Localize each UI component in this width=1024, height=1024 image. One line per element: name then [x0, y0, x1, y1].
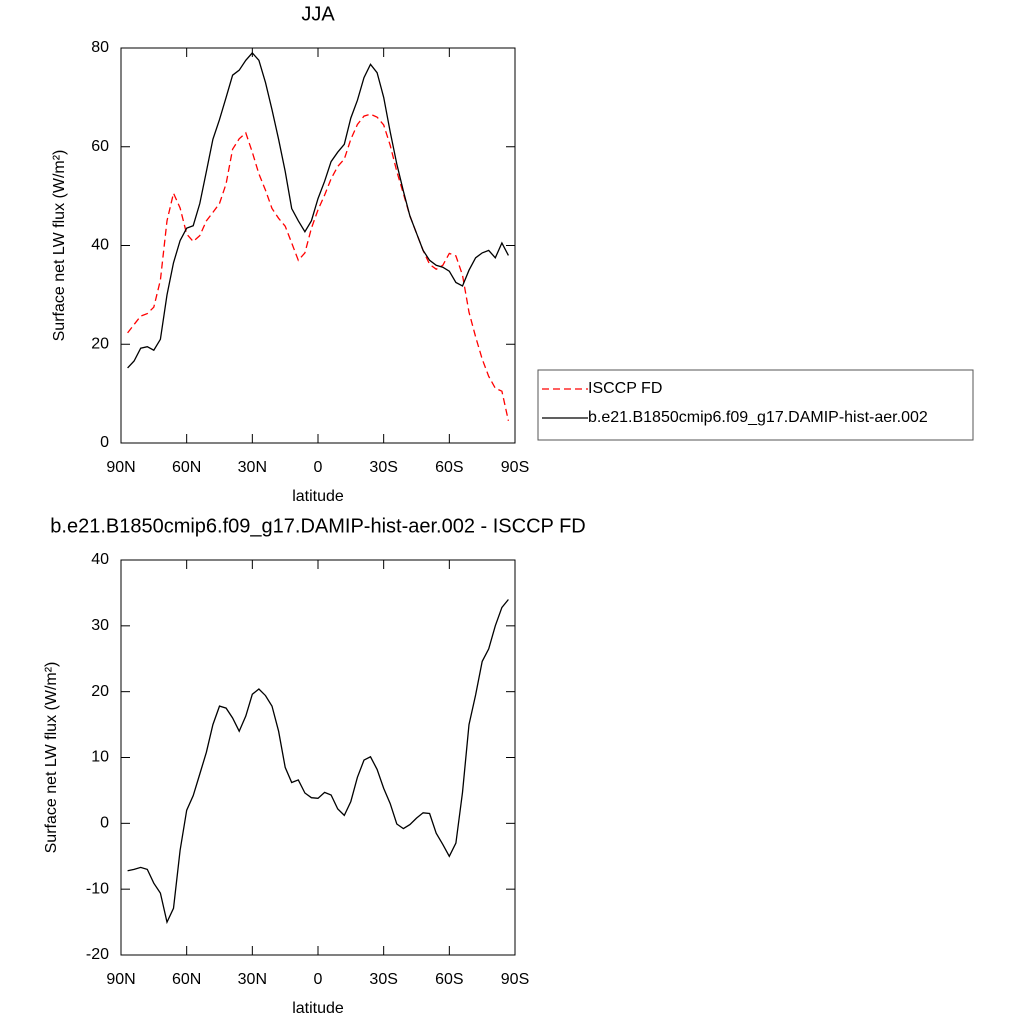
x-tick-label: 90S: [501, 971, 529, 988]
x-tick-label: 60S: [435, 971, 463, 988]
y-tick-label: 40: [91, 551, 109, 568]
x-tick-label: 30N: [238, 459, 267, 476]
y-tick-label: 20: [91, 683, 109, 700]
x-tick-label: 30S: [369, 971, 397, 988]
legend-label: ISCCP FD: [588, 380, 662, 397]
x-tick-label: 90N: [106, 459, 135, 476]
x-tick-label: 30N: [238, 971, 267, 988]
y-tick-label: 20: [91, 335, 109, 352]
series-line: [127, 51, 509, 369]
x-tick-label: 60S: [435, 459, 463, 476]
x-tick-label: 60N: [172, 459, 201, 476]
y-tick-label: 0: [100, 815, 109, 832]
legend-label: b.e21.B1850cmip6.f09_g17.DAMIP-hist-aer.…: [588, 409, 928, 426]
series-line: [127, 113, 510, 421]
plot-frame: [120, 559, 516, 956]
y-tick-label: -20: [86, 946, 109, 963]
x-axis-label: latitude: [292, 1000, 344, 1017]
y-tick-label: 80: [91, 39, 109, 56]
y-tick-label: 30: [91, 617, 109, 634]
y-axis-label: Surface net LW flux (W/m²): [43, 662, 60, 854]
y-tick-label: 0: [100, 434, 109, 451]
chart-title: JJA: [301, 3, 335, 25]
y-tick-label: 60: [91, 138, 109, 155]
y-tick-label: -10: [86, 880, 109, 897]
plot-frame: [120, 47, 516, 444]
y-tick-label: 10: [91, 749, 109, 766]
x-axis-label: latitude: [292, 488, 344, 505]
series-line: [127, 599, 509, 925]
y-tick-label: 40: [91, 237, 109, 254]
y-axis-label: Surface net LW flux (W/m²): [51, 150, 68, 342]
x-tick-label: 0: [314, 971, 323, 988]
legend-box: [537, 369, 974, 441]
x-tick-label: 90S: [501, 459, 529, 476]
x-tick-label: 30S: [369, 459, 397, 476]
x-tick-label: 90N: [106, 971, 135, 988]
chart-title: b.e21.B1850cmip6.f09_g17.DAMIP-hist-aer.…: [50, 515, 585, 537]
x-tick-label: 0: [314, 459, 323, 476]
x-tick-label: 60N: [172, 971, 201, 988]
